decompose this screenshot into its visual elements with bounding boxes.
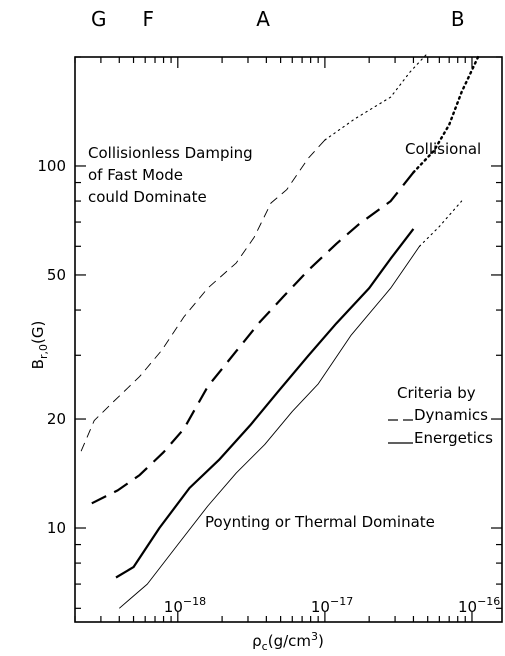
y-tick-label: 20 bbox=[47, 410, 66, 428]
series-thick-dashed-line bbox=[91, 171, 415, 505]
annotation-collisional: Collisional bbox=[405, 140, 481, 158]
axis-labels: 10 20 50 100 10−18 10−17 10−16 G F A B bbox=[37, 7, 500, 616]
top-label-G: G bbox=[91, 7, 107, 31]
x-tick-label: 10−18 bbox=[164, 595, 206, 616]
y-axis-label: Br,0(G) bbox=[29, 321, 50, 370]
y-tick-label: 50 bbox=[47, 266, 66, 284]
annotation-collisionless-1: Collisionless Damping bbox=[88, 144, 253, 162]
annotation-collisionless-2: of Fast Mode bbox=[88, 166, 183, 184]
series-thin-dashed-line bbox=[80, 139, 326, 452]
x-tick-label: 10−17 bbox=[311, 595, 353, 616]
y-tick-label: 100 bbox=[37, 157, 66, 175]
plot-frame bbox=[74, 56, 503, 623]
y-tick-label: 10 bbox=[47, 519, 66, 537]
top-label-F: F bbox=[143, 7, 155, 31]
x-axis-label: ρc(g/cm3) bbox=[252, 630, 324, 653]
legend: Criteria by Dynamics Energetics bbox=[388, 384, 493, 447]
top-label-A: A bbox=[256, 7, 270, 31]
series-thin-dashed-dotted-extension bbox=[324, 52, 429, 141]
legend-energetics: Energetics bbox=[414, 429, 493, 447]
series-thick-dashed-dotted-extension bbox=[412, 55, 480, 174]
series-thin-solid-dotted-extension bbox=[418, 200, 463, 247]
legend-dynamics: Dynamics bbox=[414, 406, 488, 424]
annotation-collisionless-3: could Dominate bbox=[88, 188, 207, 206]
data-lines bbox=[80, 52, 480, 609]
axis-ticks bbox=[74, 56, 502, 622]
top-label-B: B bbox=[451, 7, 465, 31]
legend-title: Criteria by bbox=[397, 384, 476, 402]
annotation-poynting: Poynting or Thermal Dominate bbox=[205, 513, 435, 531]
series-thin-solid-line bbox=[119, 246, 420, 609]
series-thick-solid-line bbox=[115, 228, 415, 579]
x-tick-label: 10−16 bbox=[458, 595, 500, 616]
